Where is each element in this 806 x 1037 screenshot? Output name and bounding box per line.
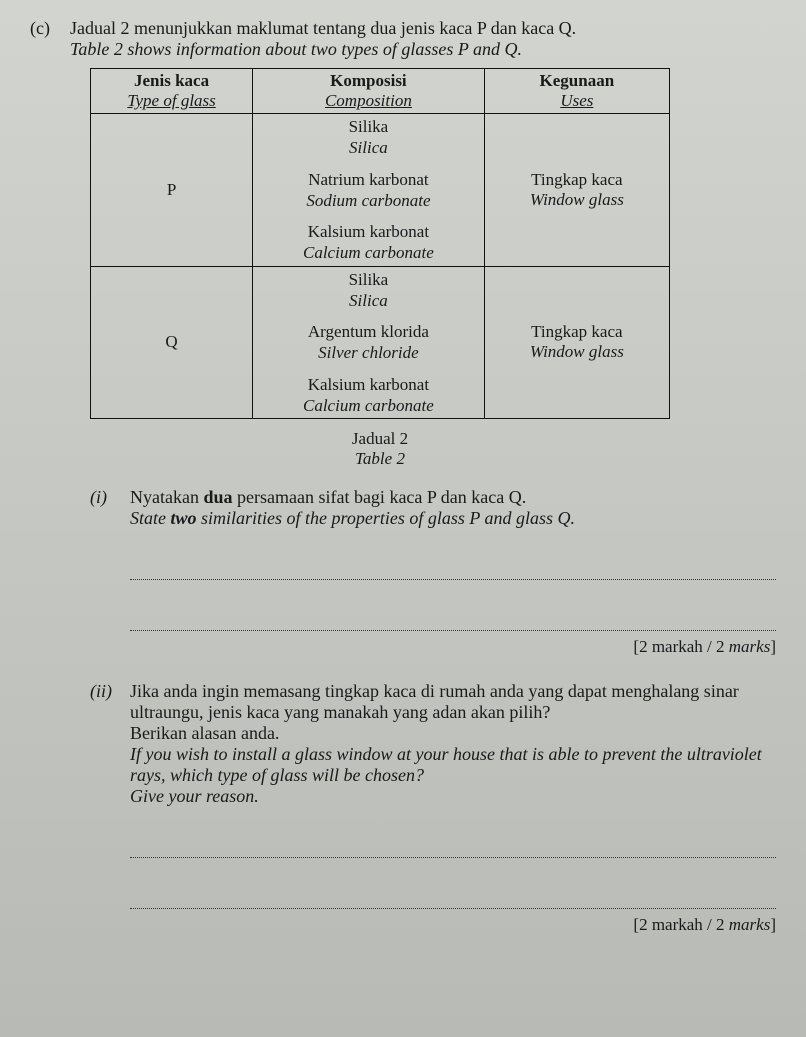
sub-label-i: (i) — [90, 487, 130, 508]
cell-comp-p: Silika Silica Natrium karbonat Sodium ca… — [253, 114, 485, 267]
question-c: (c) Jadual 2 menunjukkan maklumat tentan… — [30, 18, 776, 60]
cell-use-p: Tingkap kaca Window glass — [484, 114, 669, 267]
cell-type-p: P — [91, 114, 253, 267]
answer-line[interactable] — [130, 882, 776, 909]
answer-line[interactable] — [130, 553, 776, 580]
table-wrapper: Jenis kaca Type of glass Komposisi Compo… — [90, 68, 776, 419]
question-label: (c) — [30, 18, 70, 39]
marks-i: [2 markah / 2 marks] — [130, 637, 776, 657]
sub-label-ii: (ii) — [90, 681, 130, 702]
sub-body-ii: Jika anda ingin memasang tingkap kaca di… — [130, 681, 776, 935]
glass-table: Jenis kaca Type of glass Komposisi Compo… — [90, 68, 670, 419]
cell-comp-q: Silika Silica Argentum klorida Silver ch… — [253, 266, 485, 419]
header-type: Jenis kaca Type of glass — [91, 69, 253, 114]
sub-question-ii: (ii) Jika anda ingin memasang tingkap ka… — [90, 681, 776, 935]
answer-line[interactable] — [130, 604, 776, 631]
page: (c) Jadual 2 menunjukkan maklumat tentan… — [0, 0, 806, 1037]
table-caption: Jadual 2 Table 2 — [90, 429, 670, 469]
question-text-my: Jadual 2 menunjukkan maklumat tentang du… — [70, 18, 576, 38]
header-uses: Kegunaan Uses — [484, 69, 669, 114]
question-body: Jadual 2 menunjukkan maklumat tentang du… — [70, 18, 776, 60]
sub-question-i: (i) Nyatakan dua persamaan sifat bagi ka… — [90, 487, 776, 657]
cell-type-q: Q — [91, 266, 253, 419]
answer-line[interactable] — [130, 831, 776, 858]
table-row: Q Silika Silica Argentum klorida Silver … — [91, 266, 670, 419]
table-header-row: Jenis kaca Type of glass Komposisi Compo… — [91, 69, 670, 114]
table-row: P Silika Silica Natrium karbonat Sodium … — [91, 114, 670, 267]
sub-body-i: Nyatakan dua persamaan sifat bagi kaca P… — [130, 487, 776, 657]
header-composition: Komposisi Composition — [253, 69, 485, 114]
cell-use-q: Tingkap kaca Window glass — [484, 266, 669, 419]
question-text-en: Table 2 shows information about two type… — [70, 39, 522, 59]
marks-ii: [2 markah / 2 marks] — [130, 915, 776, 935]
